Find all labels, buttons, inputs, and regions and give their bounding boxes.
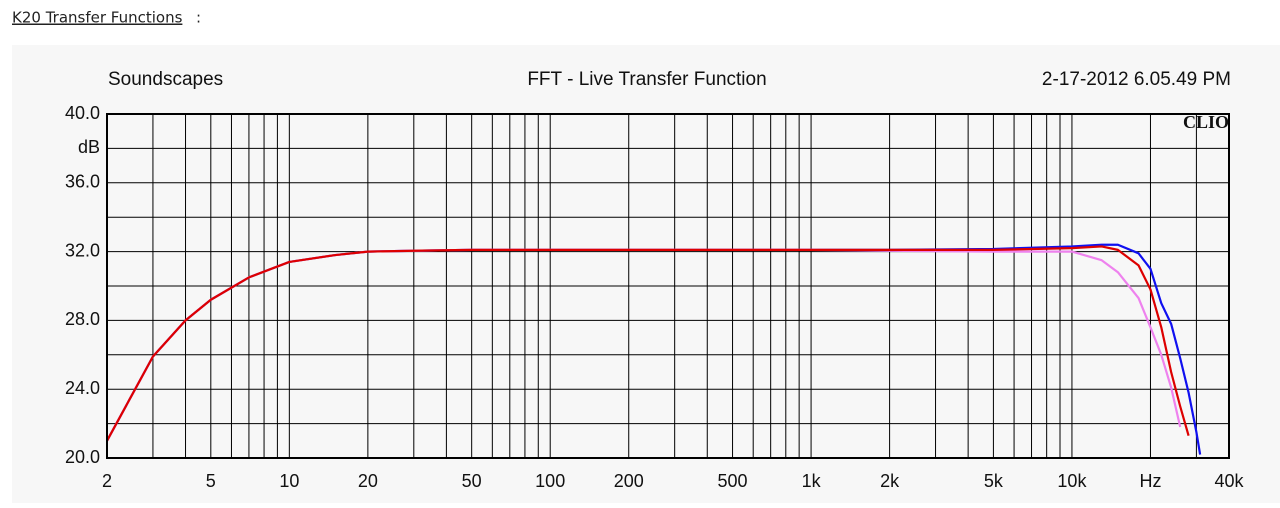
x-tick-label: 5 bbox=[206, 471, 216, 491]
panel bbox=[12, 45, 1280, 503]
chart-title: FFT - Live Transfer Function bbox=[527, 69, 766, 90]
x-tick-label: 5k bbox=[984, 471, 1004, 491]
x-tick-label: 20 bbox=[358, 471, 378, 491]
x-tick-label: 100 bbox=[535, 471, 565, 491]
x-tick-label: Hz bbox=[1139, 471, 1161, 491]
grid bbox=[106, 113, 1230, 459]
brand: CLIO bbox=[1183, 112, 1229, 132]
x-tick-label: 1k bbox=[802, 471, 822, 491]
x-tick-label: 40k bbox=[1214, 471, 1244, 491]
x-tick-label: 500 bbox=[718, 471, 748, 491]
plot-lines bbox=[106, 243, 1202, 455]
x-tick-label: 200 bbox=[614, 471, 644, 491]
y-tick-label: 40.0 bbox=[65, 103, 100, 123]
y-tick-label: dB bbox=[78, 137, 100, 157]
series-line bbox=[106, 245, 1190, 442]
x-tick-label: 2 bbox=[102, 471, 112, 491]
y-tick-label: 32.0 bbox=[65, 240, 100, 260]
x-tick-label: 50 bbox=[462, 471, 482, 491]
x-tick-label: 10 bbox=[279, 471, 299, 491]
left-header: Soundscapes bbox=[108, 69, 223, 90]
x-tick-label: 10k bbox=[1057, 471, 1087, 491]
link-suffix: : bbox=[196, 9, 201, 27]
y-tick-label: 36.0 bbox=[65, 172, 100, 192]
right-header: 2-17-2012 6.05.49 PM bbox=[1042, 69, 1231, 90]
y-tick-label: 28.0 bbox=[65, 309, 100, 329]
y-tick-label: 20.0 bbox=[65, 447, 100, 467]
y-tick-label: 24.0 bbox=[65, 378, 100, 398]
link[interactable]: K20 Transfer Functions bbox=[12, 9, 183, 27]
x-tick-label: 2k bbox=[880, 471, 900, 491]
plot-frame bbox=[106, 113, 1230, 459]
